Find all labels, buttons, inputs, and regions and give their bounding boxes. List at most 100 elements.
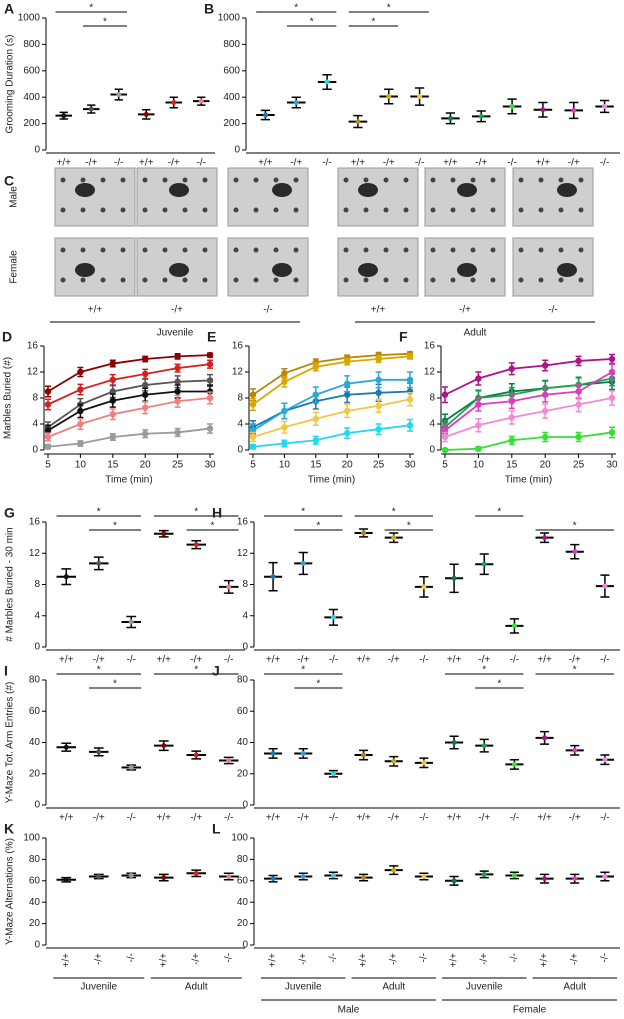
point bbox=[608, 368, 616, 376]
group-color bbox=[481, 743, 487, 749]
mouse bbox=[358, 183, 378, 197]
group-color bbox=[451, 878, 457, 884]
marble bbox=[538, 207, 544, 213]
x-tick-label: +/+ bbox=[449, 953, 460, 968]
marble bbox=[100, 207, 106, 213]
point bbox=[375, 402, 382, 409]
mouse bbox=[457, 183, 477, 197]
y-tick-label: 8 bbox=[237, 393, 243, 404]
group-color bbox=[542, 876, 548, 882]
marble bbox=[202, 277, 208, 283]
sex-label: Female bbox=[513, 1005, 547, 1016]
y-tick-label: 600 bbox=[223, 65, 240, 76]
genotype-label: -/- bbox=[548, 305, 557, 316]
x-tick-label: -/+ bbox=[478, 813, 490, 824]
point bbox=[281, 407, 288, 415]
point bbox=[142, 404, 149, 411]
marble bbox=[142, 277, 148, 283]
marble bbox=[363, 207, 369, 213]
point bbox=[406, 396, 414, 403]
y-tick-label: 40 bbox=[29, 737, 41, 748]
point bbox=[174, 398, 181, 405]
x-tick-label: +/+ bbox=[268, 953, 279, 968]
significance-label: * bbox=[371, 17, 375, 28]
marble bbox=[80, 207, 86, 213]
y-tick-label: 0 bbox=[242, 940, 248, 951]
point bbox=[542, 433, 549, 441]
row-label: Female bbox=[9, 250, 20, 284]
marble bbox=[142, 247, 148, 253]
x-tick-label: -/- bbox=[600, 953, 611, 962]
group-color bbox=[143, 111, 149, 117]
group-color bbox=[193, 870, 199, 876]
x-tick-label: -/- bbox=[127, 655, 136, 666]
marble bbox=[490, 247, 496, 253]
x-tick-label: -/+ bbox=[569, 813, 581, 824]
point bbox=[109, 397, 117, 404]
group-color bbox=[193, 542, 199, 548]
y-tick-label: 16 bbox=[29, 517, 41, 528]
x-tick-label: -/- bbox=[329, 655, 338, 666]
panel-letter: B bbox=[204, 1, 214, 17]
marble bbox=[273, 277, 279, 283]
panel-letter: H bbox=[212, 505, 222, 521]
x-tick-label: -/- bbox=[223, 953, 234, 962]
group-color bbox=[421, 874, 427, 880]
marble bbox=[518, 247, 524, 253]
significance-label: * bbox=[482, 665, 486, 676]
group-color bbox=[391, 867, 397, 873]
group-color bbox=[572, 549, 578, 555]
x-tick-label: 30 bbox=[404, 460, 416, 471]
y-tick-label: 60 bbox=[29, 706, 41, 717]
y-tick-label: 1000 bbox=[218, 13, 241, 24]
group-color bbox=[300, 874, 306, 880]
marble bbox=[363, 277, 369, 283]
point bbox=[344, 391, 351, 398]
group-color bbox=[602, 583, 608, 589]
x-tick-label: -/+ bbox=[298, 953, 309, 965]
significance-label: * bbox=[316, 521, 320, 532]
point bbox=[249, 391, 257, 398]
group-color bbox=[300, 750, 306, 756]
point bbox=[441, 391, 449, 398]
marble bbox=[182, 277, 188, 283]
x-tick-label: +/+ bbox=[59, 813, 74, 824]
marble bbox=[450, 277, 456, 283]
group-color bbox=[330, 614, 336, 620]
marble bbox=[430, 177, 436, 183]
mouse bbox=[272, 183, 292, 197]
y-tick-label: 12 bbox=[237, 548, 249, 559]
x-tick-label: -/- bbox=[600, 655, 609, 666]
x-tick-label: 10 bbox=[279, 460, 291, 471]
point bbox=[109, 376, 117, 383]
x-tick-label: -/- bbox=[600, 158, 609, 169]
x-tick-label: -/- bbox=[510, 813, 519, 824]
mouse bbox=[75, 263, 95, 277]
point bbox=[475, 445, 482, 452]
marble bbox=[182, 207, 188, 213]
marble bbox=[253, 247, 259, 253]
photo bbox=[512, 237, 594, 297]
photo bbox=[227, 167, 309, 227]
x-tick-label: +/+ bbox=[356, 655, 371, 666]
point bbox=[174, 364, 181, 372]
marble bbox=[80, 247, 86, 253]
point bbox=[441, 446, 449, 454]
point bbox=[44, 427, 52, 434]
y-tick-label: 0 bbox=[234, 145, 240, 156]
group-color bbox=[511, 623, 517, 629]
marble bbox=[273, 207, 279, 213]
x-tick-label: -/+ bbox=[191, 953, 202, 965]
point bbox=[575, 357, 582, 365]
marble bbox=[253, 277, 259, 283]
mouse bbox=[457, 263, 477, 277]
x-tick-label: 10 bbox=[473, 460, 485, 471]
marble bbox=[470, 277, 476, 283]
group-color bbox=[270, 876, 276, 882]
point bbox=[109, 433, 117, 441]
x-tick-label: -/+ bbox=[290, 158, 302, 169]
point bbox=[542, 407, 549, 415]
point bbox=[142, 381, 149, 389]
y-tick-label: 20 bbox=[29, 918, 41, 929]
x-tick-label: -/- bbox=[197, 158, 206, 169]
